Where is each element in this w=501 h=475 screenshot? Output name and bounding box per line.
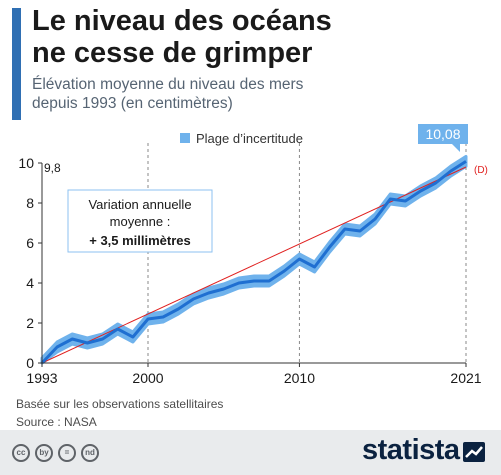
license-icons: cc by = nd [12, 444, 99, 462]
x-tick-label-2000: 2000 [132, 370, 163, 386]
sea-level-line-0 [40, 160, 467, 365]
title-line-2: ne cesse de grimper [32, 37, 313, 69]
y-tick-label-8: 8 [26, 195, 34, 211]
annotation-line-3: + 3,5 millimètres [89, 233, 191, 248]
uncertainty-band-0 [40, 154, 468, 365]
statista-logo-icon [463, 442, 485, 462]
cc-icon[interactable]: cc [12, 444, 30, 462]
end-value-box [418, 124, 468, 144]
annotation-line-2: moyenne : [110, 214, 171, 229]
x-tick-label-2021: 2021 [450, 370, 481, 386]
equals-icon[interactable]: = [58, 444, 76, 462]
statista-logo[interactable]: statista [362, 434, 460, 466]
axes [38, 162, 467, 367]
series-line-layer [40, 160, 467, 365]
title-line-1: Le niveau des océans [32, 5, 332, 37]
legend-label: Plage d’incertitude [196, 131, 303, 146]
trend-end-label: (D) [474, 165, 488, 176]
grid-lines [147, 143, 467, 363]
page-subtitle: Élévation moyenne du niveau des mers dep… [32, 75, 303, 113]
footnote-source: Source : NASA [16, 415, 97, 429]
annual-variation-box: Variation annuelle moyenne : + 3,5 milli… [67, 189, 213, 253]
annotation-line-1: Variation annuelle [88, 197, 191, 212]
y-tick-label-0: 0 [26, 355, 34, 371]
legend-swatch [180, 133, 190, 143]
y-tick-label-4: 4 [26, 275, 34, 291]
annotation-box-frame [67, 189, 213, 253]
footnote: Basée sur les observations satellitaires… [16, 395, 223, 431]
subtitle-line-1: Élévation moyenne du niveau des mers [32, 76, 304, 93]
y-tick-label-10: 10 [18, 155, 34, 171]
end-value-label: 10,08 [425, 126, 460, 142]
end-value-pointer [452, 144, 460, 152]
subtitle-line-2: depuis 1993 (en centimètres) [32, 95, 233, 112]
by-icon[interactable]: by [35, 444, 53, 462]
tick-labels: 0 2 4 6 8 10 1993 2000 2010 2021 [18, 155, 481, 386]
y-tick-label-6: 6 [26, 235, 34, 251]
page-title: Le niveau des océans ne cesse de grimper [32, 5, 332, 69]
sea-level-chart: 0 2 4 6 8 10 1993 2000 2010 2021 Plage d’incertit… [18, 124, 488, 386]
footnote-basis: Basée sur les observations satellitaires [16, 397, 224, 411]
y-tick-label-2: 2 [26, 315, 34, 331]
x-tick-label-1993: 1993 [26, 370, 57, 386]
end-value-callout: 10,08 [418, 124, 468, 152]
start-value-label: 9,8 [44, 161, 61, 175]
x-tick-label-2010: 2010 [284, 370, 315, 386]
uncertainty-band-layer [40, 154, 468, 365]
title-accent-bar [12, 8, 21, 120]
nd-icon[interactable]: nd [81, 444, 99, 462]
